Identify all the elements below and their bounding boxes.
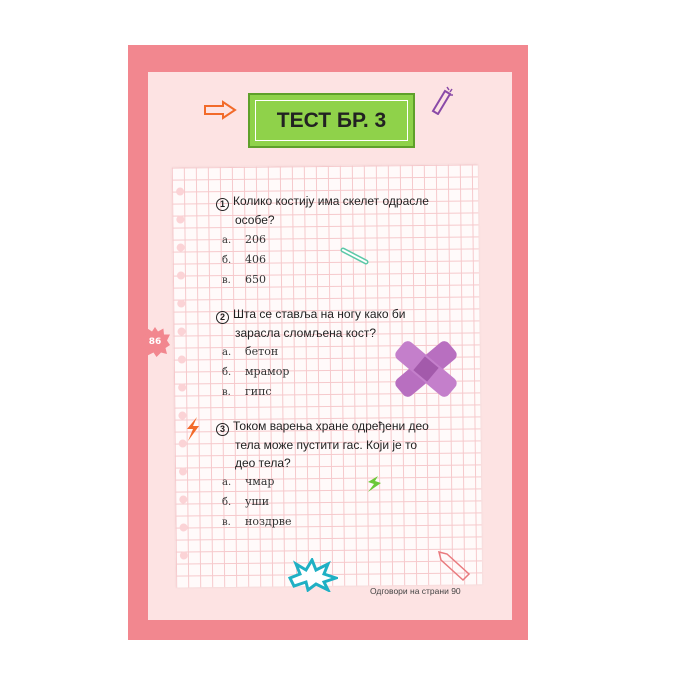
option-letter: а. bbox=[222, 235, 232, 246]
question-text: Током варења хране одређени део bbox=[233, 419, 429, 433]
option-text: чмар bbox=[245, 475, 275, 488]
option-letter: а. bbox=[222, 477, 232, 488]
option-text: ноздрве bbox=[245, 515, 292, 528]
bone-icon bbox=[340, 247, 369, 265]
option: в. 650 bbox=[222, 273, 266, 288]
page-title: ТЕСТ БР. 3 bbox=[255, 100, 408, 141]
option-text: уши bbox=[245, 495, 270, 508]
answers-note: Одговори на страни 90 bbox=[370, 586, 461, 596]
question-text: део тела? bbox=[235, 455, 291, 470]
option-text: гипс bbox=[245, 385, 272, 398]
title-banner: ТЕСТ БР. 3 bbox=[248, 93, 415, 148]
pencil-icon bbox=[431, 86, 453, 115]
question-text: особе? bbox=[235, 212, 275, 227]
question-number: 3 bbox=[216, 422, 229, 436]
option: а. чмар bbox=[222, 475, 274, 490]
option: б. мрамор bbox=[222, 365, 289, 380]
question-text: Колико костију има скелет одрасле bbox=[233, 194, 429, 208]
option-letter: б. bbox=[222, 497, 232, 508]
page-number: 86 bbox=[148, 337, 162, 347]
question-text: Шта се ставља на ногу како би bbox=[233, 307, 406, 321]
question-3: 3 Током варења хране одређени део тела мож… bbox=[216, 417, 429, 472]
option-letter: а. bbox=[222, 347, 232, 358]
option: б. уши bbox=[222, 495, 269, 510]
question-number: 2 bbox=[216, 310, 229, 324]
option-text: 650 bbox=[245, 273, 266, 286]
arrow-icon bbox=[204, 100, 237, 120]
option-letter: в. bbox=[222, 387, 231, 398]
option: а. бетон bbox=[222, 345, 278, 360]
option: в. ноздрве bbox=[222, 515, 291, 530]
option-text: бетон bbox=[245, 345, 279, 358]
lightning-icon bbox=[368, 476, 381, 492]
question-text: тела може пустити гас. Који је то bbox=[235, 437, 418, 452]
option-letter: б. bbox=[222, 255, 232, 266]
question-1: 1 Колико костију има скелет одрасле особе? bbox=[216, 192, 429, 229]
burst-icon bbox=[287, 558, 338, 592]
option-letter: б. bbox=[222, 367, 232, 378]
question-text: зарасла сломљена кост? bbox=[235, 325, 377, 340]
option-text: 206 bbox=[245, 233, 266, 246]
option-text: мрамор bbox=[245, 365, 290, 378]
pencil-icon bbox=[437, 550, 471, 582]
option-letter: в. bbox=[222, 275, 231, 286]
option: а. 206 bbox=[222, 233, 266, 248]
option-letter: в. bbox=[222, 517, 231, 528]
question-2: 2 Шта се ставља на ногу како би зарасла сл… bbox=[216, 305, 406, 342]
bandage-icon bbox=[395, 341, 457, 397]
option: б. 406 bbox=[222, 253, 266, 268]
option-text: 406 bbox=[245, 253, 266, 266]
question-number: 1 bbox=[216, 197, 229, 211]
lightning-icon bbox=[187, 417, 199, 441]
option: в. гипс bbox=[222, 385, 272, 400]
